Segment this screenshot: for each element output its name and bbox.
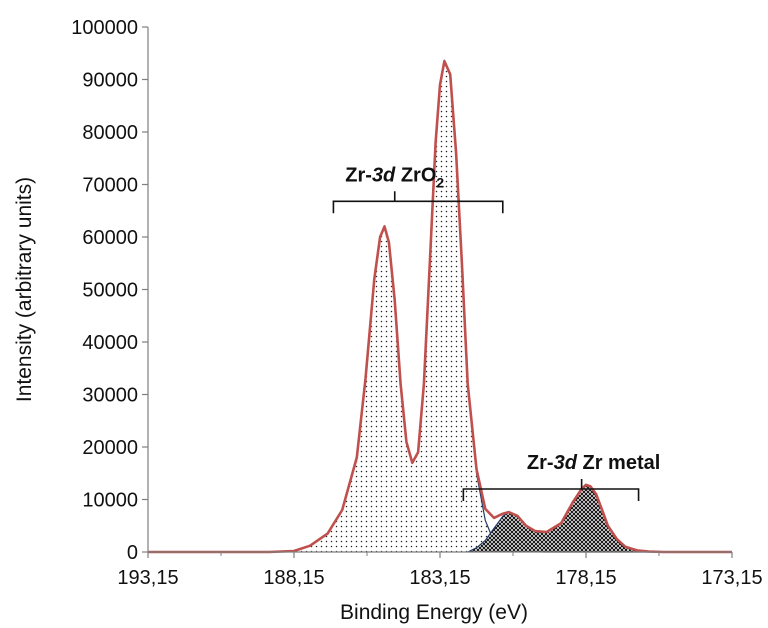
y-tick-label: 40000 bbox=[82, 332, 138, 354]
x-tick-label: 178,15 bbox=[555, 567, 616, 589]
y-tick-label: 80000 bbox=[82, 122, 138, 144]
y-axis-title: Intensity (arbitrary units) bbox=[13, 177, 36, 402]
annotation-bracket bbox=[333, 191, 502, 213]
x-tick-label: 183,15 bbox=[409, 567, 470, 589]
annotation-label: Zr-3d Zr metal bbox=[527, 452, 660, 474]
annotation-bracket bbox=[463, 479, 638, 501]
annotation-label: Zr-3d ZrO2 bbox=[345, 164, 444, 190]
y-tick-label: 70000 bbox=[82, 175, 138, 197]
y-tick-label: 50000 bbox=[82, 280, 138, 302]
y-tick-label: 20000 bbox=[82, 437, 138, 459]
y-tick-label: 90000 bbox=[82, 70, 138, 92]
y-tick-label: 60000 bbox=[82, 227, 138, 249]
x-tick-label: 193,15 bbox=[117, 567, 178, 589]
y-tick-label: 0 bbox=[127, 542, 138, 564]
x-axis-title: Binding Energy (eV) bbox=[340, 601, 528, 624]
x-tick-label: 188,15 bbox=[263, 567, 324, 589]
x-tick-label: 173,15 bbox=[701, 567, 762, 589]
y-tick-label: 100000 bbox=[71, 17, 138, 39]
zro2-component-area bbox=[148, 61, 732, 552]
zr-metal-component-area bbox=[468, 485, 664, 552]
y-tick-label: 10000 bbox=[82, 490, 138, 512]
plot-area bbox=[148, 61, 732, 552]
y-tick-label: 30000 bbox=[82, 385, 138, 407]
